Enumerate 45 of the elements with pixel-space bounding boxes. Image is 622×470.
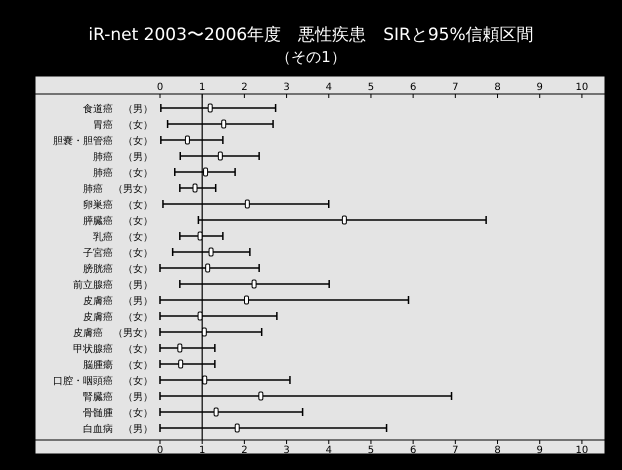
x-tick-label: 2 bbox=[241, 82, 248, 93]
x2-tick-label: 5 bbox=[368, 445, 374, 456]
y-tick-label: 白血病 （男） bbox=[83, 423, 153, 435]
y-tick-label: 皮膚癌 （男女） bbox=[73, 327, 153, 339]
y-tick-label: 卵巣癌 （女） bbox=[83, 199, 153, 211]
x2-tick-label: 3 bbox=[283, 445, 290, 456]
y-tick-label: 腎臓癌 （男） bbox=[83, 391, 153, 403]
y-tick-label: 皮膚癌 （男） bbox=[83, 295, 153, 307]
x2-tick-label: 1 bbox=[199, 445, 206, 456]
y-tick-label: 食道癌 （男） bbox=[83, 103, 153, 115]
x-tick-label: 3 bbox=[283, 82, 290, 93]
x-tick-label: 10 bbox=[576, 82, 588, 93]
chart-title: iR-net 2003〜2006年度 悪性疾患 SIRと95%信頼区間 bbox=[88, 25, 534, 45]
y-tick-label: 骨髄腫 （女） bbox=[83, 407, 153, 419]
y-tick-label: 皮膚癌 （女） bbox=[83, 311, 153, 323]
x-tick-label: 7 bbox=[452, 82, 459, 93]
x2-tick-label: 4 bbox=[326, 445, 332, 456]
x-tick-label: 6 bbox=[410, 82, 416, 93]
y-tick-label: 脳腫瘍 （女） bbox=[83, 359, 153, 371]
y-tick-label: 肺癌 （男女） bbox=[83, 183, 153, 195]
x-tick-label: 1 bbox=[199, 82, 206, 93]
y-tick-label: 肺癌 （女） bbox=[93, 167, 153, 179]
x-tick-label: 9 bbox=[536, 82, 543, 93]
y-tick-label: 乳癌 （女） bbox=[93, 231, 153, 243]
x2-tick-label: 9 bbox=[536, 445, 543, 456]
x2-tick-label: 8 bbox=[494, 445, 501, 456]
y-tick-label: 肺癌 （男） bbox=[93, 151, 153, 163]
x2-tick-label: 7 bbox=[452, 445, 459, 456]
x2-tick-label: 2 bbox=[241, 445, 248, 456]
y-tick-label: 膵臓癌 （女） bbox=[83, 215, 153, 227]
x2-tick-label: 0 bbox=[156, 445, 164, 456]
y-tick-label: 口腔・咽頭癌 （女） bbox=[53, 375, 153, 387]
y-tick-label: 前立腺癌 （男） bbox=[73, 279, 153, 291]
y-tick-label: 子宮癌 （女） bbox=[83, 247, 153, 259]
x2-tick-label: 6 bbox=[410, 445, 416, 456]
x2-tick-label: 10 bbox=[576, 445, 588, 456]
x-tick-label: 8 bbox=[494, 82, 501, 93]
y-tick-label: 胃癌 （女） bbox=[93, 119, 153, 131]
x-tick-label: 4 bbox=[326, 82, 332, 93]
x-tick-label: 5 bbox=[368, 82, 374, 93]
y-tick-label: 胆嚢・胆管癌 （女） bbox=[53, 135, 153, 147]
y-tick-label: 膀胱癌 （女） bbox=[83, 263, 153, 275]
chart-subtitle: （その1） bbox=[276, 48, 346, 66]
x-tick-label: 0 bbox=[156, 82, 164, 93]
y-tick-label: 甲状腺癌 （女） bbox=[73, 343, 153, 355]
